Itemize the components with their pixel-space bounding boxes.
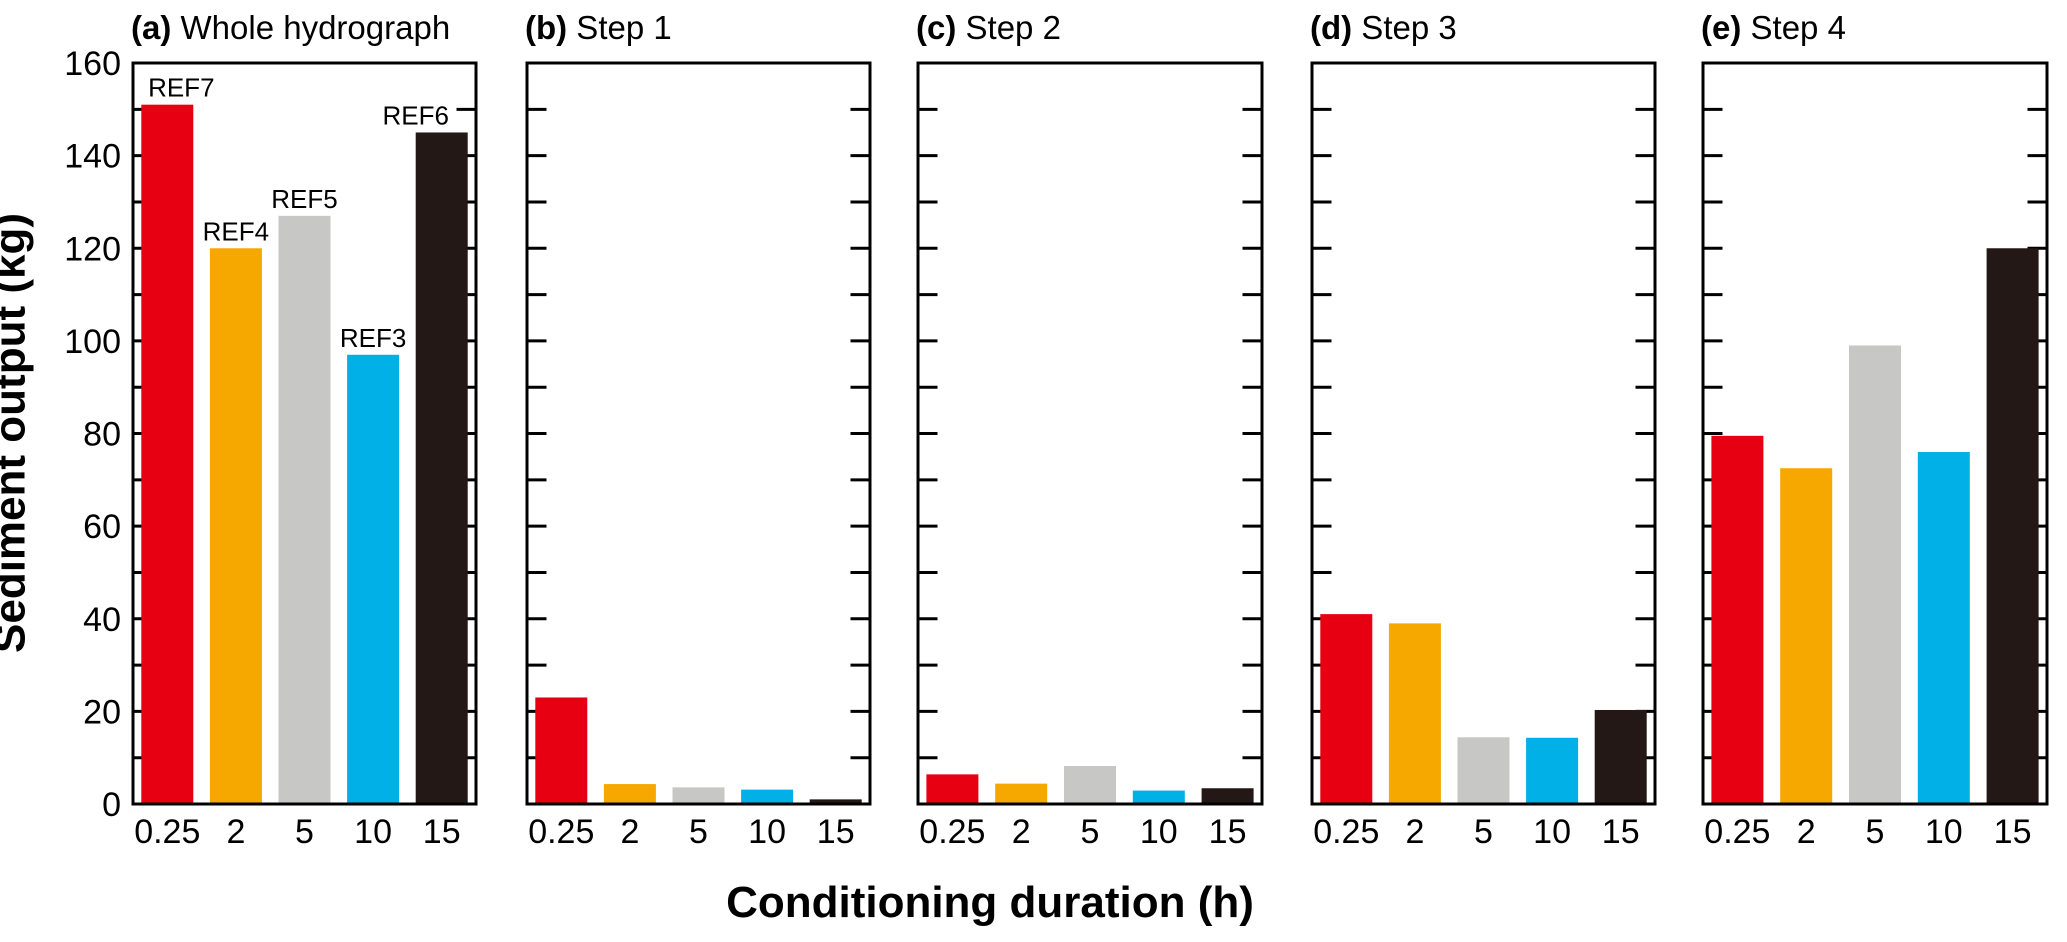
bar-2h [1780,468,1833,804]
bar-value-label: REF5 [271,184,337,214]
panel-c: 0.25 2 5 10 15 (c) Step 2 [916,9,1264,851]
bar-5h [1457,737,1510,804]
x-axis-title: Conditioning duration (h) [726,878,1254,927]
panel-d: 0.25 2 5 10 15 (d) Step 3 [1310,9,1657,851]
x-tick-label: 2 [620,813,639,851]
x-tick-label: 0.25 [1704,813,1770,851]
x-tick-label: 5 [1081,813,1100,851]
x-tick-label: 5 [295,813,314,851]
bar-2h [209,248,262,804]
bar-15h [1201,788,1254,804]
bar-0.25h [1711,435,1764,804]
x-tick-label: 0.25 [1313,813,1379,851]
y-tick-label: 140 [64,138,121,176]
bar-2h [995,783,1048,804]
x-tick-label: 15 [817,813,855,851]
bar-10h [1132,790,1185,804]
plot-box [131,61,478,806]
x-tick-label: 10 [354,813,392,851]
bar-0.25h [926,774,979,804]
panel-a: 0.25 REF7 2 REF4 5 REF5 10 REF3 15 REF6 (a) Whole … [64,9,478,851]
x-tick-label: 5 [689,813,708,851]
y-tick-label: 20 [83,693,121,731]
x-tick-label: 15 [1209,813,1247,851]
plot-box [1701,61,2049,806]
bar-5h [672,787,725,804]
plot-box [525,61,872,806]
bar-15h [1594,709,1647,804]
bar-15h [1986,248,2039,804]
plot-box [1310,61,1657,806]
bar-10h [741,789,794,804]
x-tick-label: 5 [1866,813,1885,851]
bar-value-label: REF4 [203,216,269,246]
x-tick-label: 5 [1474,813,1493,851]
y-tick-label: 120 [64,230,121,268]
x-tick-label: 10 [1140,813,1178,851]
bar-0.25h [535,697,588,804]
x-tick-label: 2 [1405,813,1424,851]
y-tick-label: 160 [64,45,121,83]
bar-5h [1064,766,1116,804]
x-tick-label: 0.25 [919,813,985,851]
x-tick-label: 0.25 [528,813,594,851]
bar-10h [1917,452,1970,804]
x-tick-label: 10 [748,813,786,851]
y-tick-label: 60 [83,508,121,546]
bar-value-label: REF6 [382,100,448,130]
y-tick-label: 40 [83,601,121,639]
x-tick-label: 15 [423,813,461,851]
bar-15h [415,132,468,804]
panel-title: (d) Step 3 [1310,9,1457,46]
bar-5h [278,215,331,805]
bar-2h [1388,623,1441,804]
y-axis-title: Sediment output (kg) [0,213,35,653]
panel-title: (c) Step 2 [916,9,1061,46]
bar-value-label: REF7 [148,73,214,103]
panel-title: (e) Step 4 [1701,9,1846,46]
x-tick-label: 10 [1925,813,1963,851]
panel-title: (a) Whole hydrograph [131,9,450,46]
y-ticks [919,107,1261,760]
y-ticks [528,107,869,760]
x-tick-label: 2 [1797,813,1816,851]
bar-2h [603,784,656,804]
y-tick-label: 100 [64,323,121,361]
x-tick-label: 10 [1533,813,1571,851]
bar-value-label: REF3 [340,323,406,353]
panel-title: (b) Step 1 [525,9,672,46]
bar-5h [1849,345,1901,804]
bar-10h [1526,737,1579,804]
x-tick-label: 15 [1602,813,1640,851]
panel-e: 0.25 2 5 10 15 (e) Step 4 [1701,9,2049,851]
panel-b: 0.25 2 5 10 15 (b) Step 1 [525,9,872,851]
plot-box [916,61,1264,806]
bar-15h [809,799,862,804]
bar-0.25h [141,104,194,804]
x-tick-label: 15 [1994,813,2032,851]
y-tick-label: 80 [83,416,121,454]
bar-10h [347,354,400,804]
x-tick-label: 0.25 [134,813,200,851]
x-tick-label: 2 [226,813,245,851]
x-tick-label: 2 [1012,813,1031,851]
bar-0.25h [1320,614,1373,804]
y-tick-label: 0 [102,786,121,824]
